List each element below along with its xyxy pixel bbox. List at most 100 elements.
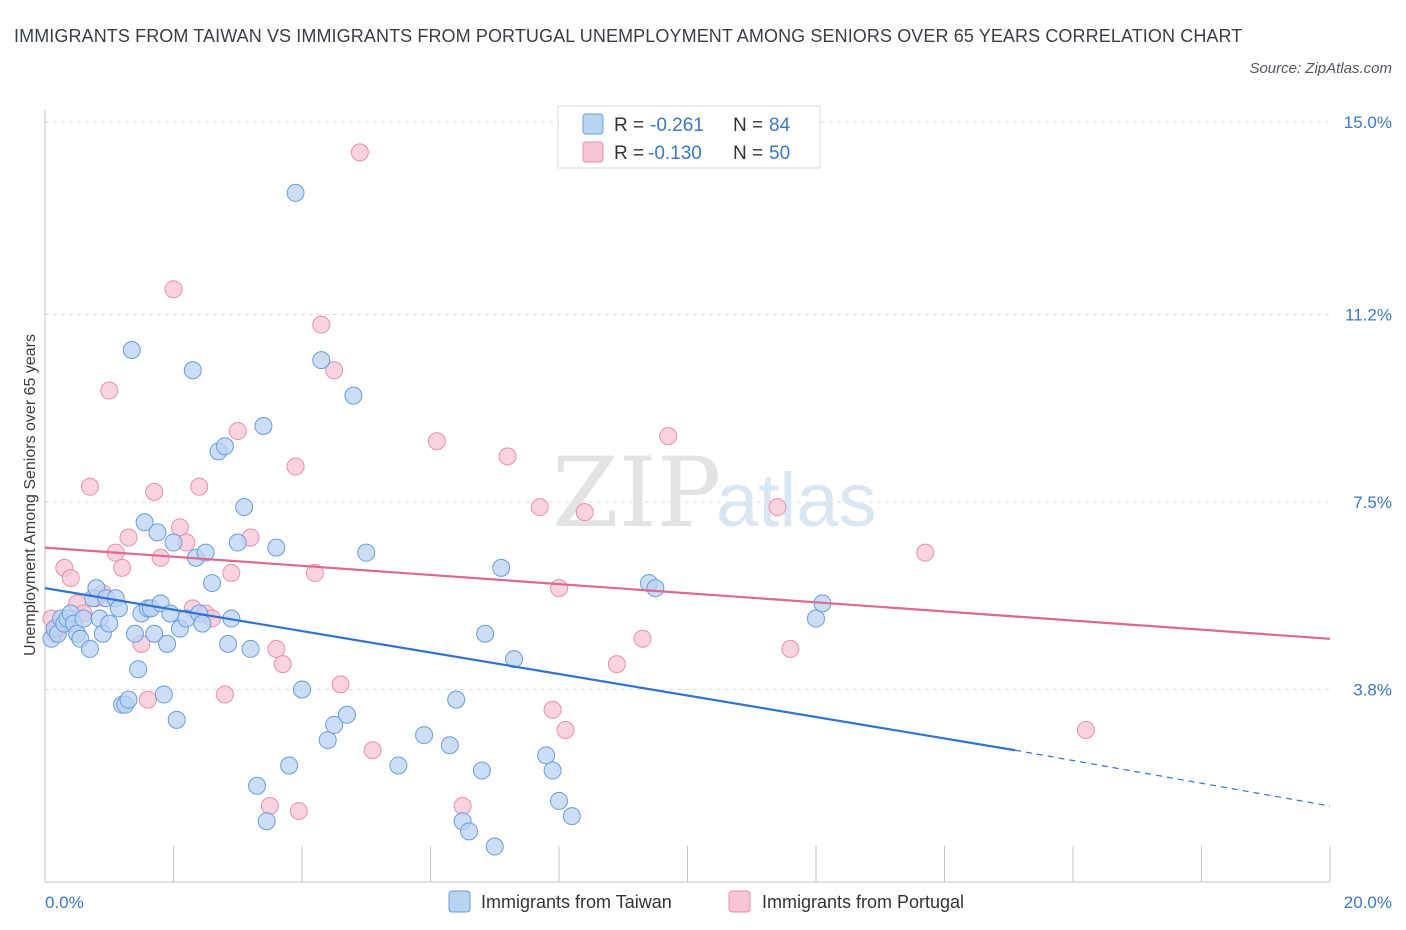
taiwan-point (148, 523, 167, 542)
portugal-point (113, 558, 132, 577)
taiwan-point (562, 807, 581, 826)
portugal-point (453, 797, 472, 815)
portugal-point (273, 655, 292, 674)
portugal-point (267, 639, 286, 658)
portugal-point (550, 579, 568, 598)
portugal-point (145, 482, 164, 501)
legend-n-label-taiwan: N = (733, 115, 763, 136)
taiwan-point (196, 543, 215, 562)
legend-swatch-portugal (582, 141, 604, 163)
taiwan-point (248, 776, 267, 795)
taiwan-point (440, 736, 459, 755)
portugal-point (633, 629, 652, 648)
taiwan-point (267, 538, 286, 557)
bottom-legend-label-taiwan: Immigrants from Taiwan (481, 892, 672, 912)
portugal-point (1076, 721, 1095, 739)
taiwan-point (167, 710, 186, 729)
taiwan-point (203, 574, 222, 593)
taiwan-point (183, 361, 202, 380)
taiwan-point (241, 639, 260, 658)
portugal-point (543, 700, 562, 719)
taiwan-point (293, 680, 311, 699)
taiwan-trend-line (44, 587, 1016, 752)
portugal-point (350, 143, 369, 162)
chart-title: IMMIGRANTS FROM TAIWAN VS IMMIGRANTS FRO… (14, 26, 1243, 46)
portugal-point (190, 477, 209, 496)
portugal-point (228, 422, 247, 441)
portugal-point (138, 690, 157, 709)
taiwan-point (158, 634, 177, 653)
legend-r-value-portugal: -0.130 (648, 143, 702, 164)
taiwan-point (125, 624, 144, 643)
taiwan-point (164, 533, 183, 552)
portugal-point (61, 569, 80, 587)
taiwan-point (254, 417, 273, 435)
taiwan-point (145, 624, 164, 643)
taiwan-point (219, 634, 238, 653)
taiwan-point (228, 533, 247, 552)
bottom-legend-swatch-portugal (728, 890, 751, 913)
taiwan-point (550, 791, 568, 810)
portugal-point (607, 655, 626, 674)
taiwan-point (80, 639, 99, 658)
legend-swatch-taiwan (582, 113, 604, 135)
legend-n-label-portugal: N = (733, 143, 763, 164)
taiwan-point (337, 705, 356, 724)
portugal-point (575, 503, 594, 522)
portugal-point (325, 361, 344, 380)
y-tick-label: 7.5% (1353, 493, 1392, 512)
portugal-point (916, 543, 935, 562)
taiwan-trend-extension (1015, 749, 1331, 807)
taiwan-point (447, 690, 466, 709)
taiwan-point (472, 761, 491, 780)
portugal-point (659, 427, 678, 446)
taiwan-point (257, 812, 276, 831)
taiwan-point (389, 756, 408, 775)
taiwan-point (215, 437, 234, 456)
x-tick-label: 0.0% (45, 893, 84, 912)
portugal-point (80, 477, 99, 496)
portugal-point (305, 563, 324, 582)
taiwan-point (325, 715, 344, 734)
taiwan-point (122, 341, 141, 359)
taiwan-point (344, 386, 363, 405)
taiwan-point (100, 614, 119, 633)
taiwan-point (485, 837, 504, 856)
watermark: ZIP atlas (552, 437, 877, 549)
portugal-point (427, 432, 446, 451)
y-tick-label: 11.2% (1345, 306, 1392, 325)
portugal-point (768, 498, 787, 517)
taiwan-point (74, 609, 93, 628)
portugal-point (331, 675, 350, 694)
portugal-point (119, 528, 138, 547)
bottom-legend: Immigrants from Taiwan Immigrants from P… (448, 890, 964, 913)
portugal-point (498, 447, 517, 466)
taiwan-point (543, 761, 562, 780)
portugal-point (556, 721, 575, 739)
taiwan-point (135, 513, 154, 532)
taiwan-point (807, 609, 825, 628)
taiwan-point (312, 351, 331, 370)
taiwan-point (193, 614, 212, 633)
bottom-legend-label-portugal: Immigrants from Portugal (762, 892, 964, 912)
watermark-zip: ZIP (552, 437, 721, 549)
watermark-atlas: atlas (716, 458, 877, 543)
portugal-point (170, 518, 189, 537)
taiwan-point (286, 183, 305, 202)
y-axis-label: Unemployment Among Seniors over 65 years (22, 334, 39, 656)
taiwan-point (476, 624, 495, 643)
axes (44, 110, 1331, 883)
gridlines (45, 121, 1330, 690)
x-tick-label: 20.0% (1344, 893, 1392, 912)
taiwan-point (280, 756, 299, 775)
chart-source: Source: ZipAtlas.com (1249, 60, 1392, 77)
taiwan-point (154, 685, 173, 704)
y-tick-label: 15.0% (1344, 113, 1392, 132)
portugal-point (215, 685, 234, 704)
taiwan-point (460, 822, 479, 841)
legend-n-value-taiwan: 84 (769, 115, 791, 136)
taiwan-point (646, 579, 665, 598)
y-tick-label: 3.8% (1353, 680, 1392, 699)
top-legend: R = -0.261 N = 84 R = -0.130 N = 50 (557, 105, 821, 169)
